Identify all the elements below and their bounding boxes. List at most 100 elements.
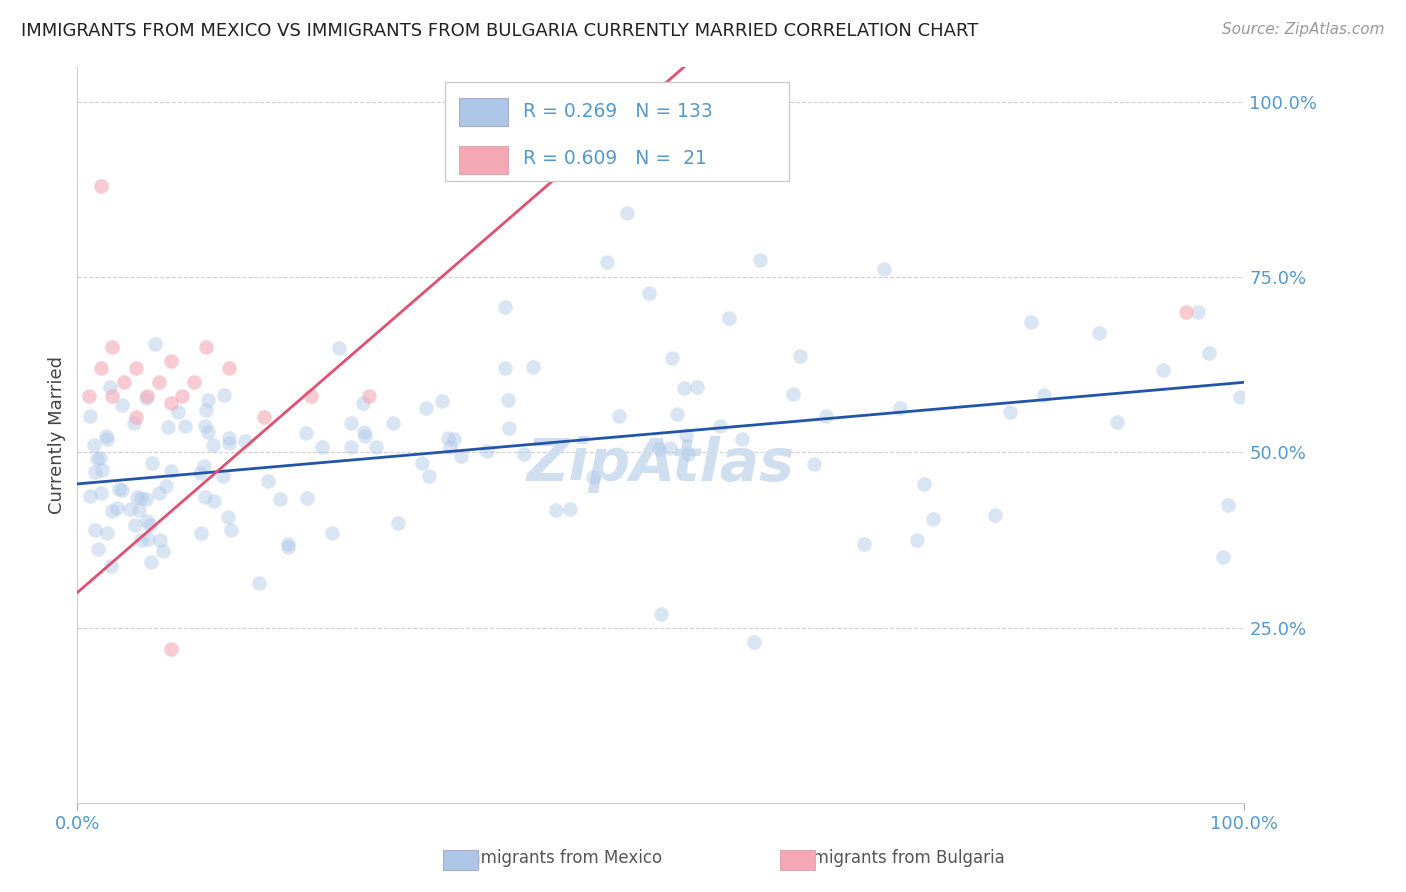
Point [661, 351, 683, 365]
Point [717, 310, 740, 325]
Point [256, 474, 278, 488]
Point [1107, 415, 1129, 429]
Point [214, 388, 236, 402]
Point [339, 441, 361, 455]
Text: R = 0.609   N =  21: R = 0.609 N = 21 [523, 149, 707, 169]
Point [436, 432, 458, 446]
Point [648, 442, 671, 457]
Point [83, 438, 105, 452]
Point [211, 468, 233, 483]
Point [135, 514, 157, 528]
Point [672, 381, 695, 395]
Point [299, 389, 322, 403]
Point [190, 525, 212, 540]
Point [676, 447, 699, 461]
Point [86, 451, 108, 466]
Point [922, 512, 945, 526]
Point [607, 409, 630, 424]
Point [194, 340, 217, 354]
Point [188, 466, 211, 480]
Point [143, 337, 166, 351]
Point [174, 419, 197, 434]
Point [686, 379, 709, 393]
Point [101, 389, 124, 403]
Point [742, 634, 765, 648]
Point [387, 516, 409, 530]
Point [77, 389, 100, 403]
Point [498, 392, 520, 407]
Point [443, 433, 465, 447]
Point [124, 517, 146, 532]
Point [912, 476, 935, 491]
Point [1152, 363, 1174, 377]
Point [183, 376, 205, 390]
Point [666, 407, 689, 421]
Point [84, 524, 107, 538]
Point [83, 465, 105, 479]
Point [202, 438, 225, 452]
Point [477, 444, 499, 458]
Point [709, 419, 731, 434]
Point [498, 420, 520, 434]
Point [321, 526, 343, 541]
Point [135, 391, 157, 405]
Y-axis label: Currently Married: Currently Married [48, 356, 66, 514]
Point [89, 450, 111, 465]
Point [135, 492, 157, 507]
Point [98, 380, 121, 394]
Point [558, 501, 581, 516]
Point [87, 542, 110, 557]
Point [581, 470, 603, 484]
Point [748, 253, 770, 268]
Point [141, 456, 163, 470]
Point [675, 428, 697, 442]
Point [100, 558, 122, 573]
Point [96, 432, 118, 446]
Point [218, 436, 240, 450]
Point [90, 486, 112, 500]
Point [202, 493, 225, 508]
Point [430, 393, 453, 408]
Point [111, 483, 134, 498]
Text: Immigrants from Mexico: Immigrants from Mexico [406, 849, 662, 867]
Point [217, 510, 239, 524]
Point [218, 361, 240, 376]
Point [658, 441, 681, 455]
Point [546, 502, 568, 516]
Point [159, 396, 181, 410]
Point [522, 360, 544, 375]
Point [513, 447, 536, 461]
Point [998, 405, 1021, 419]
Point [111, 398, 134, 412]
Point [194, 419, 217, 434]
Point [193, 459, 215, 474]
Point [172, 389, 194, 403]
Point [328, 341, 350, 355]
Point [124, 410, 148, 425]
Point [138, 532, 160, 546]
Point [269, 491, 291, 506]
Point [197, 393, 219, 408]
Point [79, 489, 101, 503]
Point [853, 537, 876, 551]
Point [650, 607, 672, 621]
Point [79, 409, 101, 424]
Point [450, 449, 472, 463]
Point [120, 502, 142, 516]
Point [311, 440, 333, 454]
Point [277, 537, 299, 551]
FancyBboxPatch shape [444, 81, 789, 181]
Point [1198, 345, 1220, 359]
Point [94, 429, 117, 443]
Point [439, 440, 461, 454]
Text: Source: ZipAtlas.com: Source: ZipAtlas.com [1222, 22, 1385, 37]
Point [96, 526, 118, 541]
Text: IMMIGRANTS FROM MEXICO VS IMMIGRANTS FROM BULGARIA CURRENTLY MARRIED CORRELATION: IMMIGRANTS FROM MEXICO VS IMMIGRANTS FRO… [21, 22, 979, 40]
Point [122, 417, 145, 431]
Point [415, 401, 437, 416]
Point [149, 533, 172, 548]
Text: Immigrants from Bulgaria: Immigrants from Bulgaria [738, 849, 1005, 867]
Point [814, 409, 837, 424]
Point [340, 416, 363, 430]
Point [131, 491, 153, 505]
